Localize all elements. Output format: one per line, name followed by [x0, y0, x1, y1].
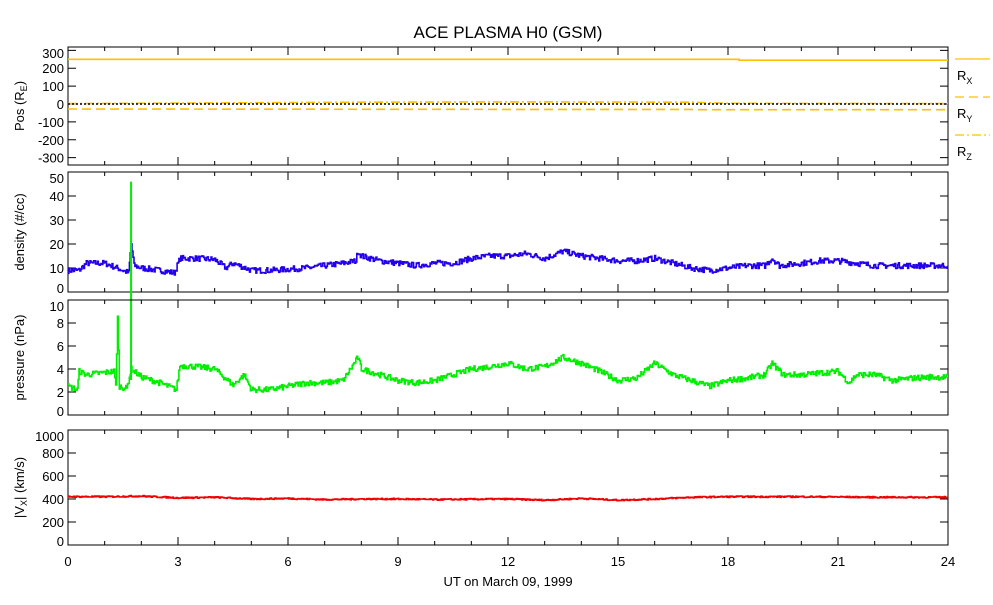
panel-vx: 0 200 400 600 800 1000 |VX| (km/s): [12, 429, 949, 549]
x-tick-label: 24: [941, 554, 955, 569]
legend-label-text: R: [957, 106, 966, 121]
y-tick-label: 0: [57, 404, 64, 419]
y-tick-label: 100: [42, 79, 64, 94]
y-tick-label: 4: [57, 362, 64, 377]
y-tick-label: -100: [38, 115, 64, 130]
y-tick-label: 8: [57, 316, 64, 331]
legend-label-text: R: [957, 68, 966, 83]
panel-frame: [67, 46, 949, 166]
y-tick-label: -300: [38, 151, 64, 166]
chart-title: ACE PLASMA H0 (GSM): [414, 23, 603, 42]
x-tick-label: 9: [394, 554, 401, 569]
y-tick-label: 10: [50, 299, 64, 314]
y-tick-label: 800: [42, 446, 64, 461]
x-tick-label: 21: [831, 554, 845, 569]
y-tick-label: 30: [50, 213, 64, 228]
y-tick-label: 50: [50, 171, 64, 186]
y-label-text: |V: [12, 506, 27, 518]
y-label-text-end: | (km/s): [12, 457, 27, 500]
x-tick-label: 6: [284, 554, 291, 569]
y-label-text: Pos (R: [12, 91, 27, 131]
y-tick-label: -200: [38, 133, 64, 148]
y-tick-label: 200: [42, 61, 64, 76]
y-tick-label: 600: [42, 469, 64, 484]
series-pressure-line: [68, 315, 948, 394]
y-axis-label-vx: |VX| (km/s): [12, 457, 29, 518]
y-label-text: density (#/cc): [12, 193, 27, 270]
y-tick-label: 2: [57, 385, 64, 400]
x-tick-label: 18: [721, 554, 735, 569]
x-tick-label: 3: [174, 554, 181, 569]
series-ry-line: [68, 108, 948, 111]
legend-label-subscript: Z: [966, 152, 972, 162]
y-label-text: pressure (nPa): [12, 315, 27, 401]
x-tick-label: 15: [611, 554, 625, 569]
panel-density: 0 10 20 30 40 50 density (#/cc): [12, 171, 949, 380]
series-rx-line: [68, 58, 948, 61]
legend-label-rz: RZ: [957, 144, 972, 162]
y-tick-label: 0: [57, 281, 64, 296]
x-tick-label: 0: [64, 554, 71, 569]
legend-label-rx: RX: [957, 68, 972, 86]
y-tick-label: 0: [57, 97, 64, 112]
y-label-subscript: E: [19, 85, 29, 91]
y-tick-label: 40: [50, 189, 64, 204]
y-tick-label: 1000: [35, 429, 64, 444]
y-tick-label: 400: [42, 492, 64, 507]
legend-label-subscript: X: [966, 76, 972, 86]
y-tick-label: 300: [42, 46, 64, 61]
y-tick-label: 0: [57, 534, 64, 549]
x-tick-label: 12: [501, 554, 515, 569]
legend-label-text: R: [957, 144, 966, 159]
y-axis-label-density: density (#/cc): [12, 193, 27, 270]
x-axis-label: UT on March 09, 1999: [443, 574, 572, 589]
y-tick-label: 10: [50, 261, 64, 276]
y-tick-label: 20: [50, 237, 64, 252]
series-density-line: [68, 243, 948, 276]
panel-pressure: 0 2 4 6 8 10 pressure (nPa): [12, 299, 949, 419]
y-label-text-end: ): [12, 81, 27, 85]
legend-label-subscript: Y: [966, 114, 972, 124]
panel-frame: [67, 299, 949, 416]
panel-frame: [67, 429, 949, 546]
y-axis-label-pos: Pos (RE): [12, 81, 29, 131]
y-tick-label: 200: [42, 515, 64, 530]
y-tick-label: 6: [57, 339, 64, 354]
y-axis-label-pressure: pressure (nPa): [12, 315, 27, 401]
legend-label-ry: RY: [957, 106, 972, 124]
y-label-subscript: X: [19, 500, 29, 506]
panel-frame: [67, 171, 949, 293]
series-vx-line: [68, 494, 948, 502]
